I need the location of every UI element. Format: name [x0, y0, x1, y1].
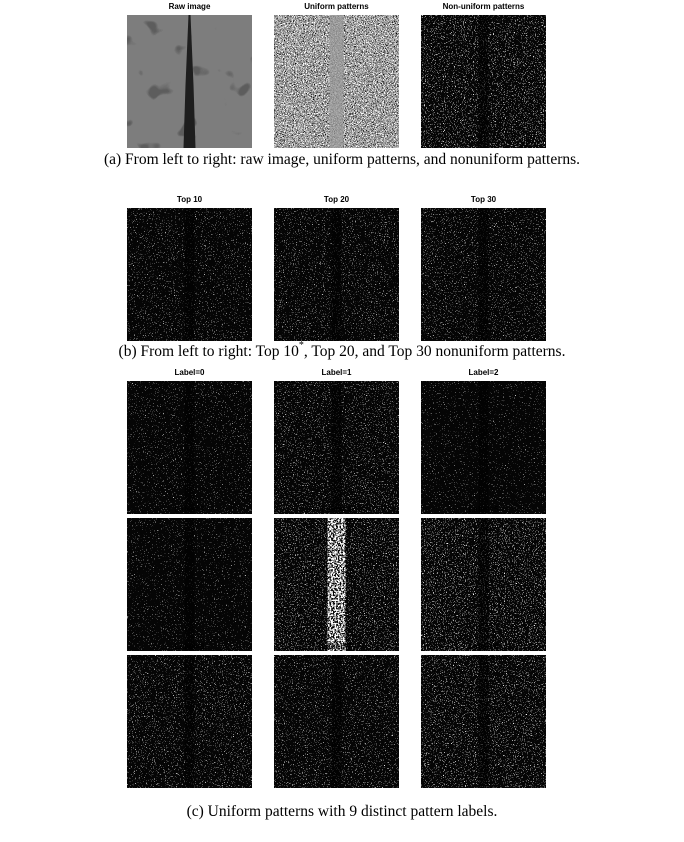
crack-band [479, 518, 489, 651]
caption-text: (c) Uniform patterns with 9 distinct pat… [187, 803, 498, 820]
crack-band [185, 381, 195, 514]
panel-title: Top 10 [177, 195, 203, 204]
crack-band [185, 208, 195, 341]
caption-text: , Top 20, and Top 30 nonuniform patterns… [304, 343, 566, 360]
crack-band [332, 655, 342, 788]
panel-title: Non-uniform patterns [443, 2, 525, 11]
panel-title: Label=4 [321, 505, 352, 514]
panel-title: Top 20 [324, 195, 350, 204]
image-panel [127, 655, 252, 788]
panel-title: Label=3 [174, 505, 205, 514]
panel-title: Raw image [169, 2, 211, 11]
figure: Raw image Uniform patterns Non-uniform pat… [0, 0, 684, 842]
image-panel [421, 518, 546, 651]
image-panel [421, 381, 546, 514]
image-panel [421, 655, 546, 788]
crack-band [479, 15, 489, 148]
panel-title: Label=6 [174, 642, 205, 651]
caption: (a) From left to right: raw image, unifo… [104, 151, 580, 168]
bright-band [328, 518, 346, 651]
crack-band [185, 655, 195, 788]
crack-band [332, 208, 342, 341]
crack-band [479, 381, 489, 514]
crack-band [332, 381, 342, 514]
image-panel [274, 208, 399, 341]
panel-title: Label=0 [174, 368, 205, 377]
crack-band [479, 655, 489, 788]
image-panel [127, 518, 252, 651]
crack-band [185, 518, 195, 651]
image-panel [127, 381, 252, 514]
panel-title: Label=8 [468, 642, 499, 651]
image-panel [274, 655, 399, 788]
caption-text: (a) From left to right: raw image, unifo… [104, 151, 580, 168]
crack-band [330, 15, 344, 148]
caption: (b) From left to right: Top 10*, Top 20,… [119, 340, 566, 359]
image-panel [274, 381, 399, 514]
page: {"figures": [ {"panels": ["Raw image", "… [0, 0, 684, 842]
caption: (c) Uniform patterns with 9 distinct pat… [187, 803, 498, 820]
panel-title: Label=5 [468, 505, 499, 514]
crack-band [479, 208, 489, 341]
panel-title: Label=1 [321, 368, 352, 377]
image-panel [127, 208, 252, 341]
image-panel [274, 518, 399, 651]
image-panel [127, 15, 252, 148]
panel-title: Label=7 [321, 642, 352, 651]
image-panel [421, 208, 546, 341]
panel-title: Label=2 [468, 368, 499, 377]
caption-text: (b) From left to right: Top 10 [119, 343, 300, 360]
image-panel [274, 15, 399, 148]
panel-title: Top 30 [471, 195, 497, 204]
panel-title: Uniform patterns [304, 2, 369, 11]
image-panel [421, 15, 546, 148]
